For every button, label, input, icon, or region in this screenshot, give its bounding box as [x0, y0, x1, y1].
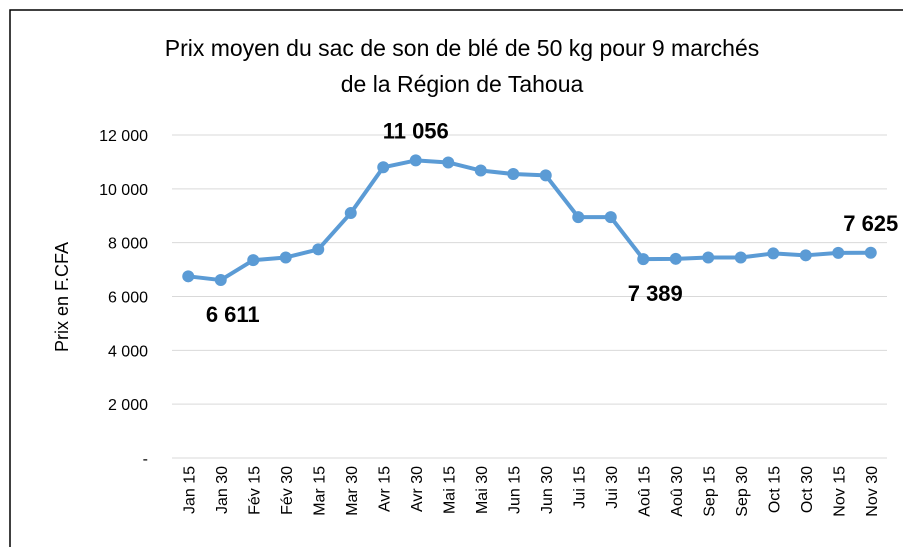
x-tick-label: Jui 15	[571, 466, 588, 509]
line	[188, 158, 871, 283]
marker	[474, 164, 487, 177]
x-tick-label: Mai 30	[474, 466, 491, 514]
marker	[214, 274, 227, 287]
marker	[767, 247, 780, 260]
data-label: 11 056	[383, 118, 449, 143]
x-tick-label: Jun 30	[539, 466, 556, 514]
y-tick-label: 4 000	[108, 343, 148, 360]
x-tick-label: Aoû 30	[669, 466, 686, 517]
x-tick-label: Jan 15	[181, 466, 198, 514]
x-tick-label: Avr 30	[409, 466, 426, 512]
marker	[409, 154, 422, 167]
data-label: 6 611	[206, 302, 260, 327]
x-tick-label: Jun 15	[506, 466, 523, 514]
marker	[344, 207, 357, 220]
data-label: 7 389	[628, 281, 683, 306]
x-tick-label: Nov 15	[831, 466, 848, 517]
marker	[702, 251, 715, 264]
marker	[572, 211, 585, 224]
x-tick-label: Oct 30	[799, 466, 816, 513]
x-tick-label: Fév 15	[246, 466, 263, 515]
marker	[539, 169, 552, 182]
y-tick-label: -	[143, 451, 148, 468]
y-tick-label: 2 000	[108, 397, 148, 414]
x-tick-label: Jan 30	[214, 466, 231, 514]
x-tick-label: Mar 30	[344, 466, 361, 516]
chart-title: de la Région de Tahoua	[341, 71, 584, 97]
y-axis-label: Prix en F.CFA	[52, 242, 72, 352]
marker	[442, 156, 455, 169]
x-tick-label: Mar 15	[311, 466, 328, 516]
x-tick-label: Sep 30	[734, 466, 751, 517]
marker	[799, 249, 812, 262]
x-tick-label: Aoû 15	[636, 466, 653, 517]
marker	[669, 252, 682, 265]
data-label: 7 625	[843, 211, 898, 236]
marker	[734, 251, 747, 264]
marker	[507, 168, 520, 181]
marker	[279, 251, 292, 264]
x-tick-label: Sep 15	[701, 466, 718, 517]
marker	[604, 211, 617, 224]
marker	[312, 243, 325, 256]
x-tick-label: Nov 30	[864, 466, 881, 517]
marker	[247, 254, 260, 267]
x-tick-label: Mai 15	[441, 466, 458, 514]
marker	[182, 270, 195, 283]
marker	[864, 246, 877, 259]
y-tick-label: 8 000	[108, 236, 148, 253]
x-tick-label: Fév 30	[279, 466, 296, 515]
y-tick-label: 10 000	[99, 182, 148, 199]
chart-title: Prix moyen du sac de son de blé de 50 kg…	[165, 35, 760, 61]
x-tick-label: Oct 15	[766, 466, 783, 513]
x-tick-label: Avr 15	[376, 466, 393, 512]
marker	[377, 161, 390, 174]
marker	[832, 246, 845, 259]
marker	[637, 253, 650, 266]
x-tick-label: Jui 30	[604, 466, 621, 509]
y-tick-label: 12 000	[99, 128, 148, 145]
y-tick-label: 6 000	[108, 290, 148, 307]
